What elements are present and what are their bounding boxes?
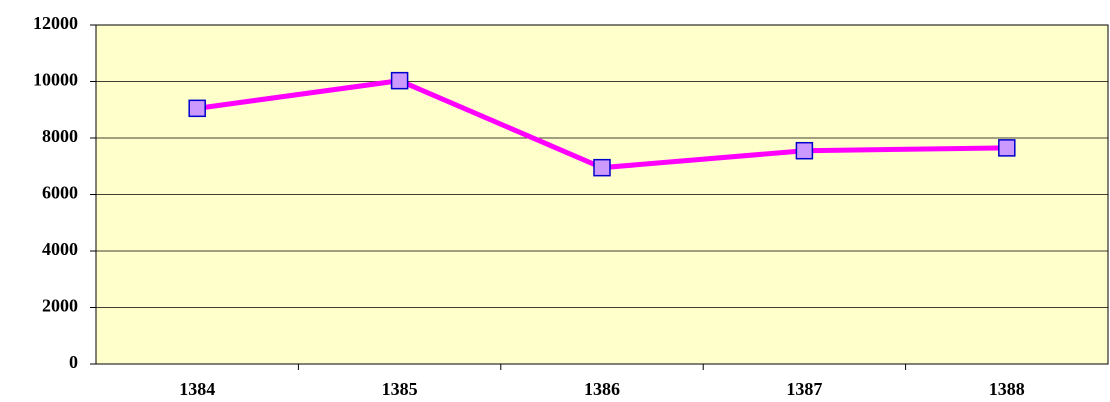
- y-tick-label: 12000: [33, 13, 78, 33]
- marker: [390, 71, 409, 90]
- x-tick-label: 1384: [179, 379, 215, 399]
- y-tick-label: 6000: [42, 183, 78, 203]
- marker: [188, 99, 206, 118]
- y-tick-label: 10000: [33, 70, 78, 90]
- y-tick-label: 0: [69, 352, 78, 372]
- marker: [795, 141, 814, 160]
- x-tick-label: 1388: [989, 379, 1025, 399]
- marker: [998, 139, 1016, 157]
- x-tick-label: 1387: [786, 379, 822, 399]
- x-tick-label: 1385: [382, 379, 418, 399]
- y-tick-label: 2000: [42, 296, 78, 316]
- x-tick-label: 1386: [584, 379, 620, 399]
- marker: [593, 158, 611, 177]
- y-tick-label: 8000: [42, 126, 78, 146]
- y-tick-label: 4000: [42, 239, 78, 259]
